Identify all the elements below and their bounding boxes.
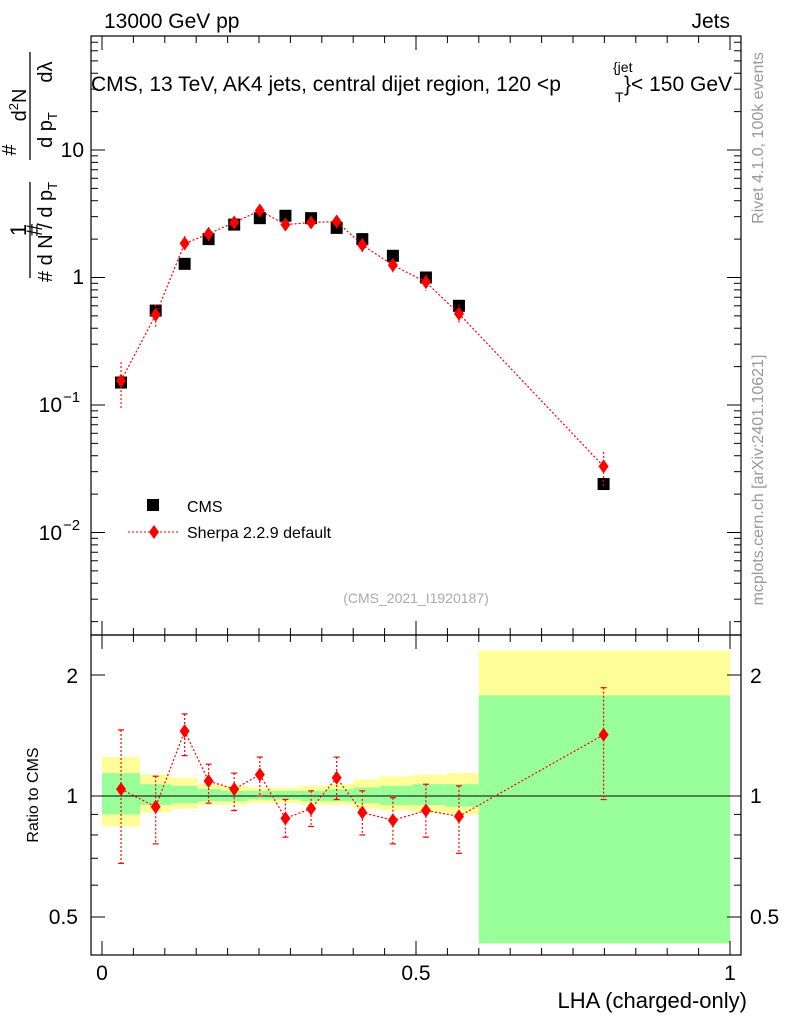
sherpa-series-main <box>116 203 609 487</box>
sherpa-point-main <box>357 237 368 252</box>
ratio-y-tick-label-right-0p5: 0.5 <box>750 906 779 929</box>
band-inner-12 <box>445 784 479 807</box>
plot-title-main: CMS, 13 TeV, AK4 jets, central dijet reg… <box>91 73 561 96</box>
sherpa-point-main <box>254 203 265 218</box>
y-label-den-2: d pT <box>35 112 60 148</box>
ratio-y-axis-label: Ratio to CMS <box>25 747 42 842</box>
sherpa-point-ratio <box>179 724 190 739</box>
sherpa-point-main <box>229 215 240 230</box>
sherpa-point-ratio <box>254 767 265 782</box>
sherpa-line-main <box>120 209 605 467</box>
main-y-tick-label-0p01: 10 <box>39 522 62 545</box>
y-label-one: 1 <box>6 224 31 236</box>
y-label-hash-1: # <box>22 223 47 236</box>
legend-cms-label: CMS <box>187 499 223 516</box>
x-tick-label-0p5: 0.5 <box>401 962 430 985</box>
ratio-y-tick-label-right-1: 1 <box>750 785 762 808</box>
cms-point <box>178 257 191 270</box>
sherpa-point-ratio <box>280 811 291 826</box>
band-inner-11 <box>412 784 446 805</box>
band-inner-5 <box>247 790 274 800</box>
band-inner-8 <box>326 789 354 802</box>
legend: CMS Sherpa 2.2.9 default <box>128 499 332 542</box>
main-y-ticks <box>91 41 741 623</box>
band-inner-9 <box>353 787 380 804</box>
y-label-hash-2: # <box>0 144 21 156</box>
sherpa-point-main <box>280 217 291 232</box>
sherpa-point-main <box>598 459 609 474</box>
sherpa-series-ratio <box>116 687 609 864</box>
sherpa-point-main <box>203 226 214 241</box>
sherpa-point-ratio <box>598 727 609 742</box>
sherpa-point-ratio <box>116 782 127 797</box>
plot-title-superscript: {jet <box>613 59 633 75</box>
cms-point <box>279 209 292 222</box>
ratio-uncertainty-band-inner <box>102 695 730 944</box>
cms-point <box>253 212 266 225</box>
sherpa-point-ratio <box>229 782 240 797</box>
main-y-tick-label-0p1: 10 <box>39 394 62 417</box>
main-y-tick-labels: 10 1 10 −1 10 −2 <box>39 139 84 545</box>
sherpa-point-ratio <box>306 801 317 816</box>
ratio-y-ticks <box>91 674 741 918</box>
sherpa-point-main <box>306 215 317 230</box>
sherpa-point-ratio <box>387 813 398 828</box>
mcplots-label: mcplots.cern.ch [arXiv:2401.10621] <box>750 355 767 606</box>
sherpa-point-ratio <box>420 803 431 818</box>
ratio-y-tick-label-1: 1 <box>66 785 78 808</box>
rivet-version-label: Rivet 4.1.0, 100k events <box>750 52 767 224</box>
sherpa-point-ratio <box>453 809 464 824</box>
band-inner-6 <box>273 790 301 800</box>
sherpa-point-ratio <box>331 770 342 785</box>
sherpa-point-main <box>387 258 398 273</box>
y-label-d2n: d2N <box>6 89 31 122</box>
legend-cms-marker <box>147 499 159 511</box>
plot-title: CMS, 13 TeV, AK4 jets, central dijet reg… <box>91 59 732 105</box>
band-inner-3 <box>197 789 222 802</box>
band-inner-1 <box>139 784 172 805</box>
sherpa-point-main <box>331 214 342 229</box>
analysis-watermark: (CMS_2021_I1920187) <box>343 590 489 606</box>
main-y-tick-exp-0p1: −1 <box>63 389 80 406</box>
y-label-den-1: # d N / d pT <box>35 182 60 282</box>
y-label-dlambda: dλ <box>35 61 57 82</box>
sherpa-point-main <box>420 275 431 290</box>
legend-sherpa-label: Sherpa 2.2.9 default <box>187 525 332 542</box>
sherpa-point-ratio <box>150 799 161 814</box>
sherpa-point-main <box>150 307 161 322</box>
sherpa-point-main <box>179 236 190 251</box>
main-plot-frame <box>90 35 742 636</box>
main-y-tick-label-1: 1 <box>72 266 84 289</box>
main-y-tick-label-10: 10 <box>61 139 84 162</box>
sherpa-point-main <box>116 373 127 388</box>
ratio-y-tick-label-right-2: 2 <box>750 665 762 688</box>
sherpa-point-ratio <box>203 773 214 788</box>
ratio-y-tick-labels: 0.5 1 2 0.5 1 2 <box>49 665 779 929</box>
ratio-y-tick-label-2: 2 <box>66 665 78 688</box>
plot-title-end: }< 150 GeV <box>624 73 732 96</box>
cms-point <box>386 249 399 262</box>
main-y-tick-exp-0p01: −2 <box>63 517 80 534</box>
main-y-axis-label: # 1 # d N / d pT d2N # d pT dλ <box>0 52 60 282</box>
x-tick-labels: 0 0.5 1 <box>96 962 736 985</box>
sherpa-point-main <box>453 306 464 321</box>
plot-title-subscript: T <box>615 89 624 105</box>
ratio-y-tick-label-0p5: 0.5 <box>49 906 78 929</box>
x-ticks <box>101 36 731 955</box>
band-inner-2 <box>171 785 198 804</box>
x-tick-label-0: 0 <box>96 962 108 985</box>
sherpa-line-ratio <box>120 729 604 821</box>
legend-sherpa-marker <box>149 525 159 539</box>
sherpa-point-ratio <box>357 805 368 820</box>
energy-label: 13000 GeV pp <box>104 10 239 33</box>
process-label: Jets <box>691 10 730 33</box>
x-tick-label-1: 1 <box>724 962 736 985</box>
x-axis-label: LHA (charged-only) <box>557 988 747 1013</box>
band-inner-10 <box>379 785 413 805</box>
